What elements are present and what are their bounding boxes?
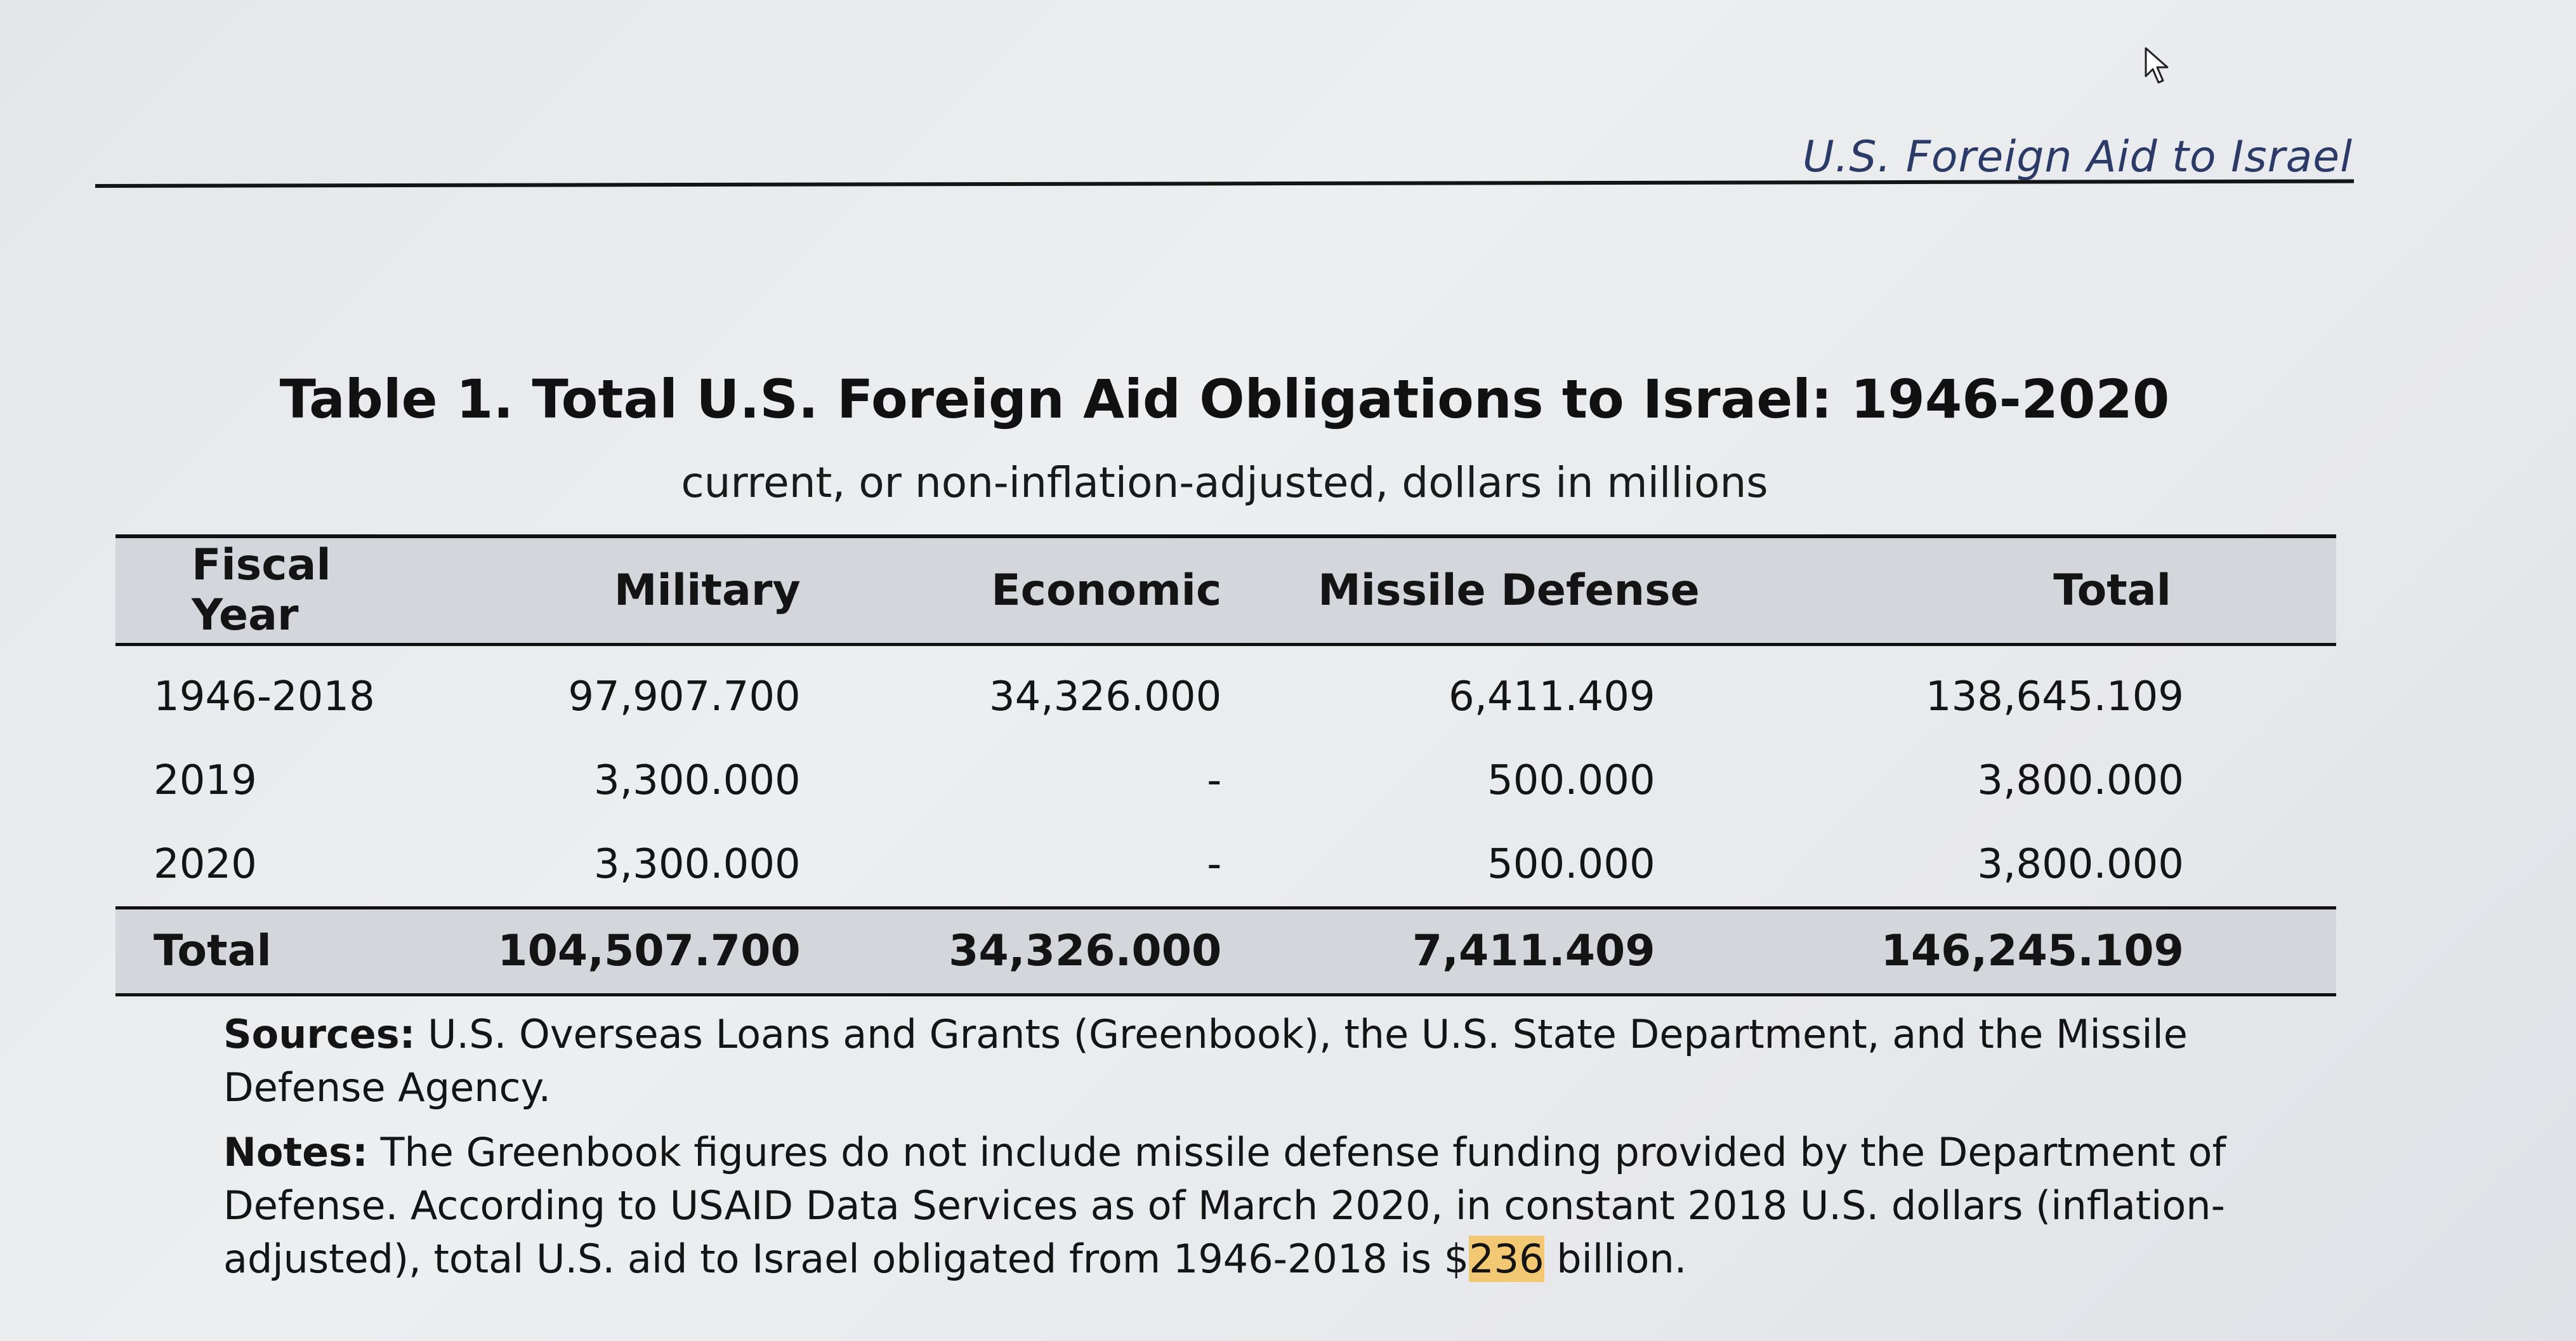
- sources-paragraph: Sources: U.S. Overseas Loans and Grants …: [223, 1008, 2330, 1114]
- table-total-row: Total 104,507.700 34,326.000 7,411.409 1…: [115, 908, 2336, 994]
- table-title: Table 1. Total U.S. Foreign Aid Obligati…: [279, 368, 2170, 430]
- cell-missile-defense: 500.000: [1487, 840, 1655, 888]
- col-header-missile-defense: Missile Defense: [1318, 565, 1700, 616]
- total-total: 146,245.109: [1881, 926, 2185, 976]
- highlighted-amount: 236: [1469, 1236, 1544, 1282]
- cell-military: 3,300.000: [594, 756, 801, 804]
- cell-fiscal-year: 1946-2018: [154, 673, 375, 720]
- cell-military: 3,300.000: [594, 840, 801, 888]
- cell-fiscal-year: 2020: [154, 840, 257, 888]
- cell-fiscal-year: 2019: [154, 756, 257, 804]
- cell-economic: 34,326.000: [989, 673, 1222, 720]
- cell-economic: -: [1207, 840, 1222, 888]
- notes-paragraph: Notes: The Greenbook figures do not incl…: [223, 1126, 2330, 1286]
- table-row: 2020 3,300.000 - 500.000 3,800.000: [115, 822, 2336, 908]
- sources-text: U.S. Overseas Loans and Grants (Greenboo…: [223, 1011, 2188, 1111]
- col-header-economic: Economic: [991, 565, 1222, 616]
- total-missile-defense: 7,411.409: [1412, 926, 1655, 976]
- table-header-row: Fiscal Year Military Economic Missile De…: [115, 536, 2336, 644]
- total-economic: 34,326.000: [949, 926, 1222, 976]
- aid-table: Fiscal Year Military Economic Missile De…: [115, 534, 2336, 996]
- table-notes: Sources: U.S. Overseas Loans and Grants …: [223, 1008, 2330, 1297]
- cell-missile-defense: 6,411.409: [1448, 673, 1655, 720]
- table-row: 1946-2018 97,907.700 34,326.000 6,411.40…: [115, 644, 2336, 739]
- notes-label: Notes:: [223, 1129, 368, 1175]
- table-subtitle: current, or non-inflation-adjusted, doll…: [681, 458, 1768, 507]
- col-header-total: Total: [2053, 565, 2171, 616]
- cell-military: 97,907.700: [568, 673, 801, 720]
- col-header-military: Military: [614, 565, 801, 616]
- sources-label: Sources:: [223, 1011, 416, 1057]
- cell-total: 138,645.109: [1925, 673, 2184, 720]
- total-label: Total: [154, 926, 272, 976]
- cell-missile-defense: 500.000: [1487, 756, 1655, 804]
- cell-total: 3,800.000: [1977, 840, 2184, 888]
- col-header-fiscal-year: Fiscal Year: [192, 540, 331, 641]
- cell-total: 3,800.000: [1977, 756, 2184, 804]
- cell-economic: -: [1207, 756, 1222, 804]
- mouse-cursor-icon: [2145, 47, 2169, 84]
- table-row: 2019 3,300.000 - 500.000 3,800.000: [115, 739, 2336, 822]
- header-rule: [95, 179, 2354, 188]
- notes-text-end: billion.: [1544, 1236, 1687, 1282]
- total-military: 104,507.700: [497, 926, 801, 976]
- running-header: U.S. Foreign Aid to Israel: [1803, 132, 2353, 182]
- notes-text: The Greenbook figures do not include mis…: [223, 1129, 2226, 1282]
